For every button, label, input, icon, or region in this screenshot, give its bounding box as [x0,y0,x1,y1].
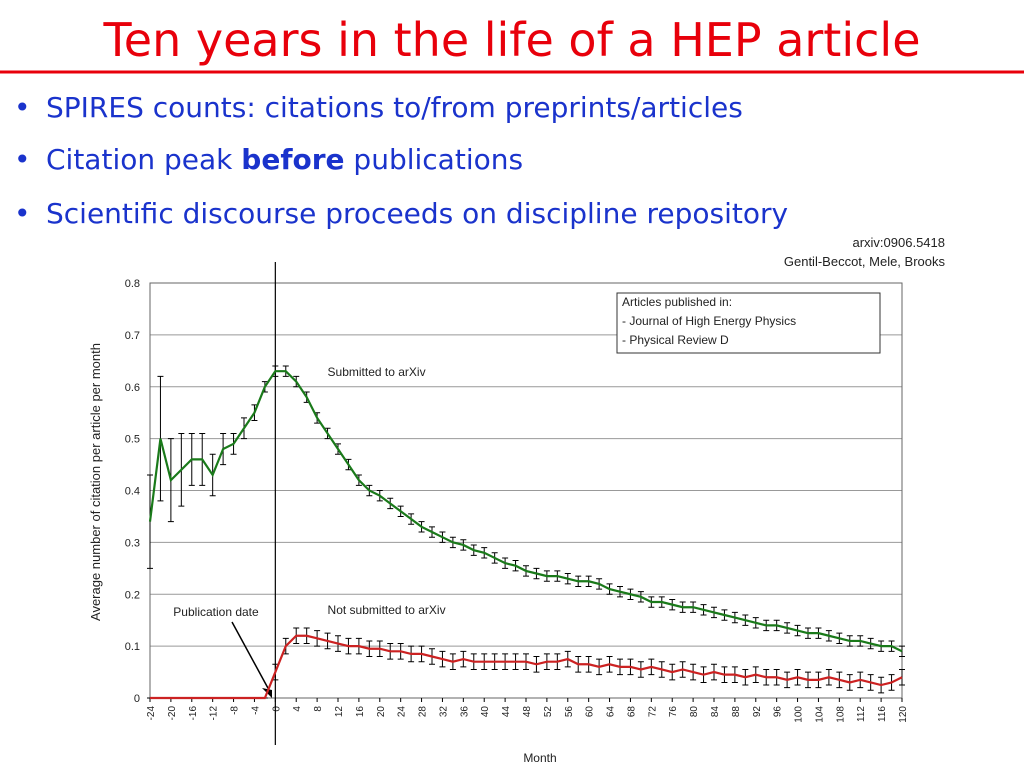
legend-text: - Physical Review D [622,333,729,347]
y-tick-label: 0.7 [125,330,140,342]
x-tick-label: 104 [814,706,825,723]
x-tick-label: 84 [710,706,721,718]
x-tick-label: 4 [292,706,303,712]
y-tick-label: 0.6 [125,382,140,394]
y-axis-label: Average number of citation per article p… [88,343,103,621]
x-tick-label: 36 [459,706,470,718]
annotation-arrow [231,621,270,691]
x-tick-label: 40 [480,706,491,718]
x-tick-label: 20 [376,706,387,718]
bullet-text: Citation peak [46,143,241,176]
series-line [148,370,903,653]
bullets: • SPIRES counts: citations to/from prepr… [14,91,788,230]
x-tick-label: 16 [355,706,366,718]
x-tick-label: 88 [731,706,742,718]
bullet-dot: • [14,91,31,124]
x-tick-label: 12 [334,706,345,718]
bullet-text: SPIRES counts: citations to/from preprin… [46,91,743,124]
y-tick-label: 0.4 [125,486,140,498]
x-tick-label: 56 [564,706,575,718]
x-tick-label: -16 [188,706,199,721]
x-tick-label: 80 [689,706,700,718]
x-tick-label: -4 [250,706,261,715]
slide-title: Ten years in the life of a HEP article [103,13,921,67]
credit: arxiv:0906.5418 [852,235,945,250]
x-tick-label: 52 [543,706,554,718]
x-tick-label: 48 [522,706,533,718]
x-tick-label: 64 [606,706,617,718]
x-tick-label: 112 [856,706,867,722]
bullet-text: publications [345,143,524,176]
x-tick-label: 28 [418,706,429,718]
x-tick-label: 44 [501,706,512,718]
bullet: Scientific discourse proceeds on discipl… [46,197,788,230]
x-tick-label: -12 [209,706,220,721]
chart: arxiv:0906.5418 Gentil-Beccot, Mele, Bro… [88,235,945,765]
x-tick-label: 108 [835,706,846,723]
x-tick-label: 92 [752,706,763,718]
series-label: Submitted to arXiv [328,365,426,379]
error-bar [147,474,153,569]
bullet-text: Scientific discourse proceeds on discipl… [46,197,788,230]
x-tick-label: -8 [230,706,241,715]
x-axis-label: Month [523,751,556,765]
bullet-dot: • [14,197,31,230]
x-tick-label: 32 [438,706,449,718]
x-tick-label: 96 [773,706,784,718]
x-tick-label: 68 [626,706,637,718]
y-tick-label: 0.5 [125,434,140,446]
x-tick-label: 60 [585,706,596,718]
x-tick-label: 100 [794,706,805,723]
credit: Gentil-Beccot, Mele, Brooks [784,254,946,269]
legend-text: Articles published in: [622,295,732,309]
y-tick-label: 0 [134,693,140,705]
legend-text: - Journal of High Energy Physics [622,314,796,328]
y-tick-label: 0.3 [125,537,140,549]
x-tick-label: -24 [146,706,157,721]
series-line [150,634,903,700]
bullet: Citation peak before publications [46,143,523,176]
legend-box [616,292,881,354]
x-tick-label: 72 [647,706,658,718]
x-tick-label: 116 [877,706,888,722]
x-tick-label: 120 [898,706,909,723]
y-tick-label: 0.8 [125,278,140,290]
annotation: Publication date [173,605,259,619]
bullet-dot: • [14,143,31,176]
series-label: Not submitted to arXiv [328,603,446,617]
bullet-text-bold: before [241,143,344,176]
y-tick-label: 0.2 [125,589,140,601]
x-tick-label: 8 [313,706,324,712]
x-tick-label: 0 [271,706,282,712]
y-tick-label: 0.1 [125,641,140,653]
bullet: SPIRES counts: citations to/from preprin… [46,91,743,124]
x-tick-label: -20 [167,706,178,721]
x-tick-label: 76 [668,706,679,718]
x-tick-label: 24 [397,706,408,718]
